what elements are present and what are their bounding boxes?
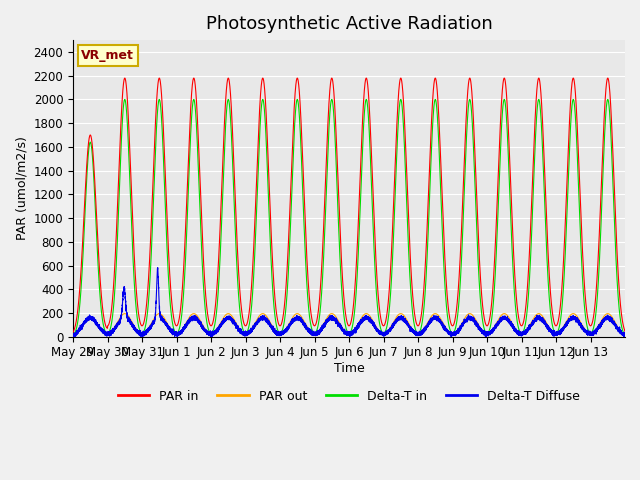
X-axis label: Time: Time xyxy=(333,362,364,375)
Title: Photosynthetic Active Radiation: Photosynthetic Active Radiation xyxy=(205,15,492,33)
Text: VR_met: VR_met xyxy=(81,49,134,62)
Legend: PAR in, PAR out, Delta-T in, Delta-T Diffuse: PAR in, PAR out, Delta-T in, Delta-T Dif… xyxy=(113,384,585,408)
Y-axis label: PAR (umol/m2/s): PAR (umol/m2/s) xyxy=(15,136,28,240)
